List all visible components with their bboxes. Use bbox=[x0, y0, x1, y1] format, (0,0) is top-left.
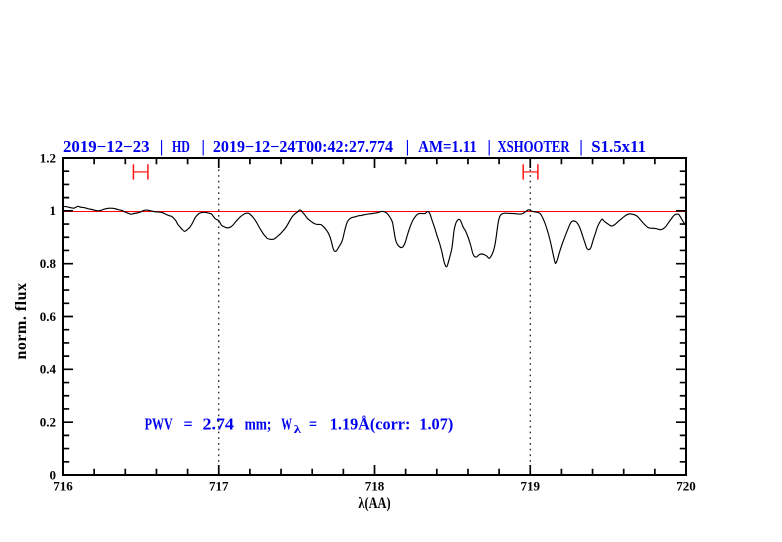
svg-text:|: | bbox=[487, 137, 491, 156]
svg-text:720: 720 bbox=[676, 478, 696, 493]
svg-text:0.6: 0.6 bbox=[40, 309, 57, 324]
svg-text:0.2: 0.2 bbox=[40, 415, 56, 430]
svg-text:=: = bbox=[309, 415, 317, 434]
svg-text:λ(AA): λ(AA) bbox=[358, 495, 390, 512]
svg-text:2.74: 2.74 bbox=[203, 415, 234, 434]
svg-text:=: = bbox=[184, 415, 193, 434]
svg-text:718: 718 bbox=[365, 478, 385, 493]
svg-text:W: W bbox=[281, 415, 292, 434]
svg-text:716: 716 bbox=[53, 478, 73, 493]
svg-text:|: | bbox=[579, 137, 583, 156]
svg-text:2019−12−23: 2019−12−23 bbox=[63, 137, 150, 156]
svg-text:0: 0 bbox=[50, 467, 57, 482]
svg-text:1.07): 1.07) bbox=[419, 415, 453, 434]
svg-text:AM=1.11: AM=1.11 bbox=[418, 137, 477, 156]
svg-text:|: | bbox=[201, 137, 205, 156]
svg-text:XSHOOTER: XSHOOTER bbox=[498, 137, 571, 156]
svg-text:1.2: 1.2 bbox=[40, 150, 56, 165]
svg-text:|: | bbox=[406, 137, 410, 156]
svg-text:HD: HD bbox=[172, 137, 190, 156]
svg-text:719: 719 bbox=[520, 478, 540, 493]
svg-text:S1.5x11: S1.5x11 bbox=[591, 137, 646, 156]
svg-text:norm. flux: norm. flux bbox=[13, 283, 30, 360]
svg-text:2019−12−24T00:42:27.774: 2019−12−24T00:42:27.774 bbox=[213, 137, 393, 156]
svg-text:|: | bbox=[160, 137, 164, 156]
svg-text:0.8: 0.8 bbox=[40, 256, 57, 271]
svg-text:1: 1 bbox=[50, 203, 57, 218]
svg-text:717: 717 bbox=[209, 478, 229, 493]
svg-text:PWV: PWV bbox=[145, 415, 173, 434]
svg-text:mm;: mm; bbox=[245, 415, 272, 434]
svg-text:λ: λ bbox=[294, 422, 301, 436]
svg-text:0.4: 0.4 bbox=[40, 362, 57, 377]
svg-text:1.19Å(corr:: 1.19Å(corr: bbox=[330, 415, 411, 434]
